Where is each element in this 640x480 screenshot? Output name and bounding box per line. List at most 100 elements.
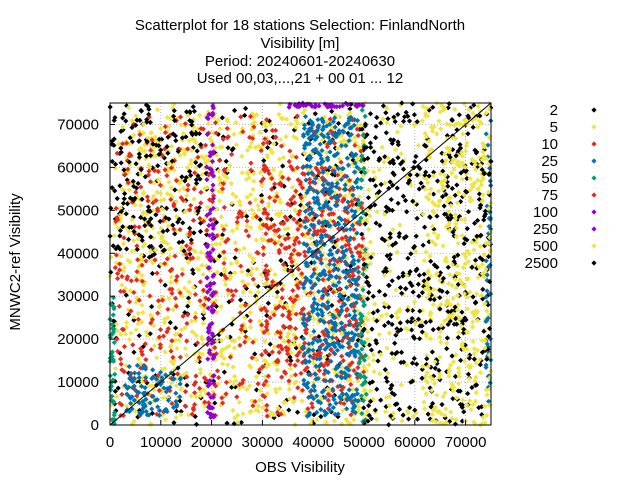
point-series-5 bbox=[365, 329, 371, 335]
point-series-5 bbox=[376, 331, 382, 338]
point-series-25 bbox=[331, 194, 337, 200]
legend-marker-2 bbox=[591, 107, 597, 113]
point-series-5 bbox=[374, 209, 380, 215]
point-series-10 bbox=[269, 279, 276, 285]
point-series-10 bbox=[286, 244, 292, 250]
point-series-5 bbox=[163, 417, 169, 423]
point-series-500 bbox=[444, 136, 450, 142]
point-series-5 bbox=[157, 304, 163, 310]
point-series-5 bbox=[257, 318, 263, 325]
point-series-5 bbox=[370, 352, 376, 358]
point-series-2 bbox=[472, 220, 478, 226]
point-series-25 bbox=[346, 237, 352, 243]
point-series-10 bbox=[330, 218, 337, 225]
point-series-5 bbox=[276, 156, 283, 162]
point-series-2 bbox=[406, 177, 413, 184]
point-series-5 bbox=[403, 325, 409, 332]
point-series-25 bbox=[307, 127, 314, 134]
point-series-5 bbox=[371, 169, 377, 175]
point-series-25 bbox=[147, 400, 153, 406]
point-series-25 bbox=[338, 143, 345, 149]
point-series-10 bbox=[336, 186, 342, 192]
point-series-5 bbox=[323, 419, 329, 425]
point-series-25 bbox=[323, 199, 329, 206]
point-series-2 bbox=[473, 299, 479, 305]
point-series-2 bbox=[114, 195, 120, 202]
point-series-5 bbox=[423, 391, 429, 397]
point-series-5 bbox=[186, 412, 192, 418]
point-series-2 bbox=[131, 349, 137, 355]
point-series-25 bbox=[327, 206, 334, 212]
point-series-500 bbox=[479, 198, 485, 205]
point-series-10 bbox=[359, 205, 365, 211]
point-series-5 bbox=[242, 315, 248, 321]
point-series-2 bbox=[131, 317, 137, 323]
point-series-2 bbox=[367, 398, 374, 405]
point-series-10 bbox=[254, 249, 260, 256]
point-series-10 bbox=[298, 310, 304, 316]
point-series-25 bbox=[149, 375, 155, 382]
point-series-10 bbox=[193, 373, 199, 379]
point-series-2 bbox=[383, 204, 389, 210]
point-series-25 bbox=[353, 281, 359, 287]
y-tick-label: 70000 bbox=[57, 116, 99, 133]
point-series-2 bbox=[185, 295, 192, 301]
point-series-25 bbox=[355, 197, 361, 203]
point-series-5 bbox=[234, 225, 240, 231]
point-series-500 bbox=[452, 135, 459, 142]
point-series-2 bbox=[142, 223, 148, 229]
point-series-2 bbox=[437, 287, 443, 293]
point-series-5 bbox=[142, 148, 148, 154]
point-series-10 bbox=[112, 265, 118, 271]
point-series-5 bbox=[218, 349, 224, 355]
point-series-5 bbox=[144, 333, 150, 339]
point-series-100 bbox=[209, 112, 215, 118]
point-series-5 bbox=[216, 198, 223, 204]
point-series-2 bbox=[386, 282, 392, 289]
point-series-2 bbox=[195, 208, 201, 214]
point-series-100 bbox=[205, 242, 211, 248]
point-series-10 bbox=[169, 286, 175, 292]
point-series-25 bbox=[306, 126, 313, 132]
point-series-500 bbox=[448, 203, 454, 209]
point-series-2 bbox=[368, 144, 374, 150]
point-series-100 bbox=[210, 235, 216, 242]
point-series-10 bbox=[354, 375, 361, 381]
point-series-25 bbox=[304, 163, 311, 169]
point-series-25 bbox=[349, 222, 356, 229]
point-series-2 bbox=[464, 237, 470, 243]
point-series-500 bbox=[449, 381, 455, 387]
point-series-10 bbox=[113, 205, 119, 211]
point-series-5 bbox=[288, 373, 295, 379]
x-tick-label: 0 bbox=[106, 434, 114, 451]
point-series-10 bbox=[296, 266, 302, 272]
point-series-2 bbox=[411, 355, 417, 362]
point-series-10 bbox=[316, 367, 322, 374]
x-tick-label: 40000 bbox=[292, 434, 334, 451]
point-series-500 bbox=[475, 177, 481, 183]
point-series-500 bbox=[480, 149, 486, 155]
point-series-5 bbox=[239, 170, 245, 176]
point-series-25 bbox=[302, 122, 308, 128]
point-series-10 bbox=[321, 228, 328, 234]
point-series-500 bbox=[482, 345, 488, 351]
point-series-10 bbox=[198, 200, 204, 206]
point-series-500 bbox=[442, 178, 448, 184]
point-series-2 bbox=[451, 321, 457, 327]
point-series-100 bbox=[205, 251, 212, 257]
point-series-500 bbox=[478, 120, 484, 126]
point-series-10 bbox=[146, 168, 152, 174]
point-series-2 bbox=[212, 400, 218, 406]
point-series-500 bbox=[477, 162, 483, 168]
point-series-25 bbox=[327, 247, 333, 254]
point-series-10 bbox=[262, 136, 268, 142]
point-series-5 bbox=[203, 153, 209, 159]
plot-frame bbox=[109, 102, 492, 426]
point-series-5 bbox=[326, 266, 332, 272]
point-series-5 bbox=[354, 402, 360, 408]
point-series-10 bbox=[234, 219, 240, 225]
point-series-500 bbox=[430, 301, 436, 308]
point-series-2 bbox=[348, 101, 354, 107]
point-series-5 bbox=[308, 235, 314, 241]
